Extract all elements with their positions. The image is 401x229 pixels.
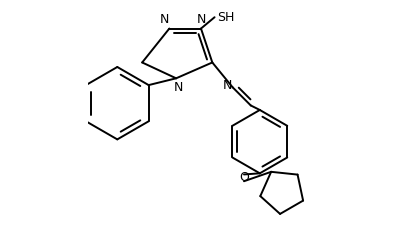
Text: N: N (173, 81, 182, 94)
Text: N: N (196, 13, 205, 26)
Text: N: N (222, 79, 231, 92)
Text: SH: SH (216, 11, 234, 24)
Text: O: O (239, 171, 248, 184)
Text: N: N (160, 13, 169, 26)
